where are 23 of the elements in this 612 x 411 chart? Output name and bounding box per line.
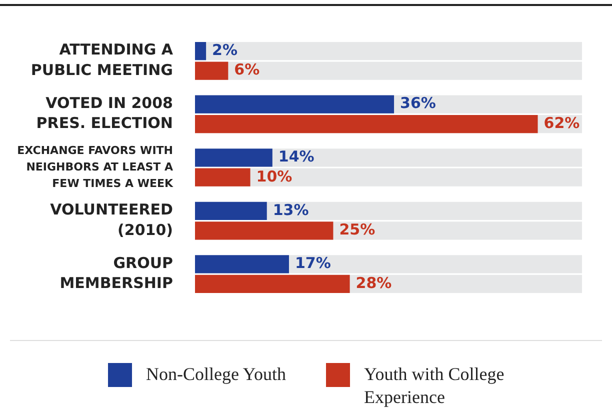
data-label: 62% xyxy=(544,114,580,132)
data-label: 25% xyxy=(339,220,376,239)
y-tick-label: VOTED IN 2008 PRES. ELECTION xyxy=(36,94,173,132)
bar xyxy=(195,62,228,80)
data-label: 6% xyxy=(234,60,260,79)
bar xyxy=(195,168,250,186)
data-label: 10% xyxy=(256,167,292,186)
data-label: 13% xyxy=(272,200,309,219)
y-tick-label: EXCHANGE FAVORS WITH NEIGHBORS AT LEAST A FEW TIMES A WEEK xyxy=(17,144,174,190)
data-label: 17% xyxy=(294,254,331,272)
data-label: 36% xyxy=(400,94,436,112)
y-tick-label: VOLUNTEERED (2010) xyxy=(50,200,173,239)
y-tick-label: ATTENDING A PUBLIC MEETING xyxy=(30,40,174,79)
data-label: 2% xyxy=(212,40,238,59)
data-label: 28% xyxy=(356,274,392,292)
data-label: 14% xyxy=(278,148,314,166)
bar xyxy=(195,255,289,274)
legend-label: Non-College Youth xyxy=(146,363,286,386)
legend-label: Youth with College Experience xyxy=(364,363,506,409)
bar xyxy=(195,148,272,167)
bar xyxy=(195,42,206,60)
y-tick-label: GROUP MEMBERSHIP xyxy=(60,254,173,292)
bar xyxy=(195,202,267,220)
